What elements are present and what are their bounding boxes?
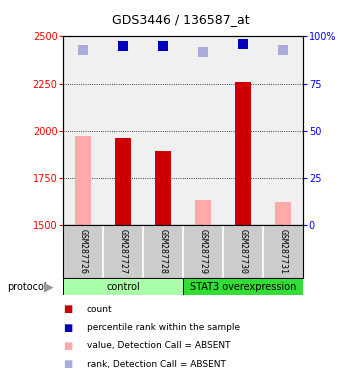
Bar	[115, 138, 131, 225]
Text: control: control	[106, 281, 140, 292]
Text: GSM287727: GSM287727	[119, 229, 128, 274]
Bar	[155, 151, 171, 225]
Point	[240, 41, 246, 47]
Text: GSM287730: GSM287730	[239, 229, 248, 274]
Point	[80, 46, 86, 53]
Bar	[235, 82, 251, 225]
Bar	[183, 278, 303, 295]
Text: percentile rank within the sample: percentile rank within the sample	[87, 323, 240, 332]
Text: ■: ■	[63, 359, 73, 369]
Text: value, Detection Call = ABSENT: value, Detection Call = ABSENT	[87, 341, 230, 351]
Text: GSM287728: GSM287728	[159, 229, 168, 274]
Point	[160, 43, 166, 49]
Text: ■: ■	[63, 304, 73, 314]
Text: STAT3 overexpression: STAT3 overexpression	[190, 281, 296, 292]
Text: ■: ■	[63, 323, 73, 333]
Bar	[63, 278, 183, 295]
Point	[200, 48, 206, 55]
Text: rank, Detection Call = ABSENT: rank, Detection Call = ABSENT	[87, 360, 226, 369]
Text: ▶: ▶	[44, 280, 53, 293]
Bar	[275, 202, 291, 225]
Text: GSM287731: GSM287731	[279, 229, 288, 274]
Text: GDS3446 / 136587_at: GDS3446 / 136587_at	[112, 13, 249, 26]
Point	[280, 46, 286, 53]
Text: GSM287726: GSM287726	[79, 229, 88, 274]
Bar	[195, 200, 211, 225]
Text: protocol: protocol	[7, 281, 47, 292]
Text: ■: ■	[63, 341, 73, 351]
Bar	[75, 136, 91, 225]
Text: count: count	[87, 305, 112, 314]
Point	[120, 43, 126, 49]
Text: GSM287729: GSM287729	[199, 229, 208, 274]
